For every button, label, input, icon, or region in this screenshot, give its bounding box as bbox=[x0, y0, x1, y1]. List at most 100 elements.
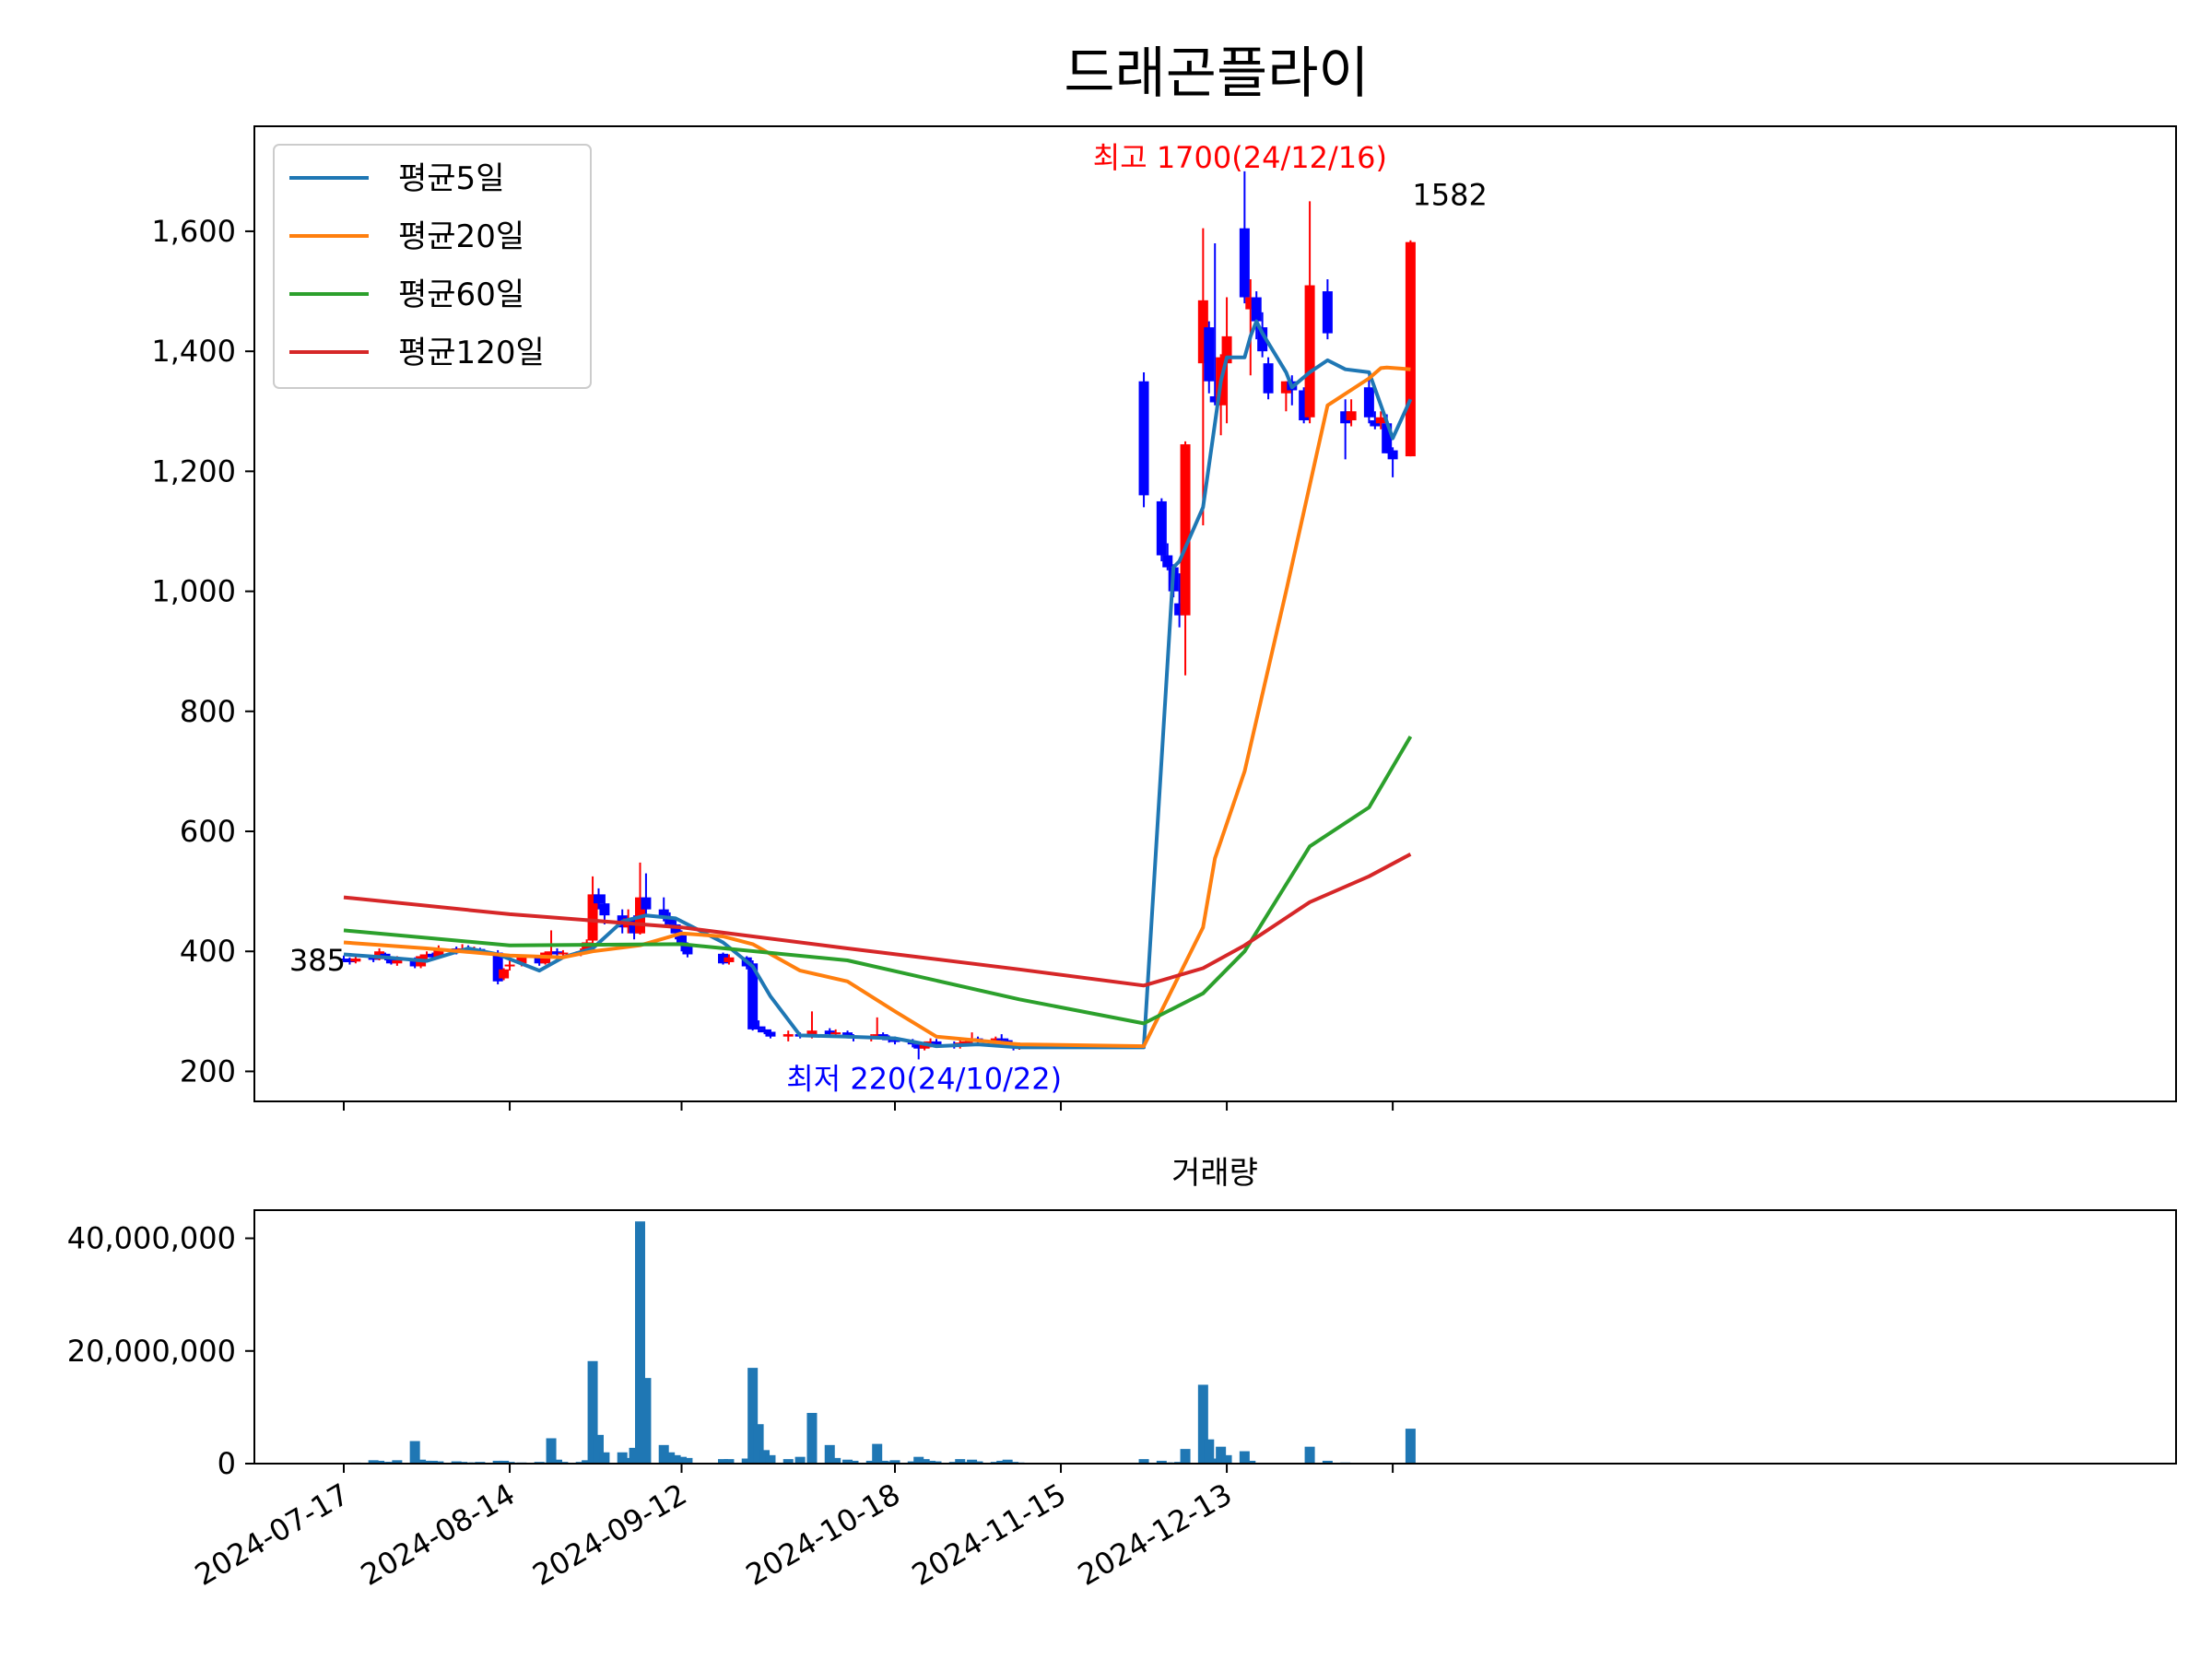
volume-bar bbox=[842, 1459, 853, 1464]
volume-bar bbox=[884, 1461, 895, 1464]
candle bbox=[1322, 279, 1333, 340]
volume-bar bbox=[955, 1459, 966, 1464]
legend-box bbox=[273, 144, 592, 389]
volume-bar bbox=[670, 1454, 681, 1464]
high-annotation: 최고 1700(24/12/16) bbox=[1093, 140, 1387, 175]
candle bbox=[499, 968, 510, 981]
price-plot-frame bbox=[253, 125, 2177, 1102]
series-line-ma60 bbox=[343, 735, 1413, 1026]
candle-body bbox=[842, 1032, 853, 1037]
candle-body bbox=[1370, 420, 1381, 427]
candle-body bbox=[682, 945, 693, 955]
legend-label-ma120: 평균120일 bbox=[398, 335, 545, 371]
candle bbox=[1280, 381, 1291, 412]
candle bbox=[593, 888, 604, 910]
candle-body bbox=[409, 959, 420, 967]
volume-bar bbox=[409, 1441, 420, 1464]
candle-body bbox=[641, 897, 652, 910]
volume-bar bbox=[1322, 1460, 1333, 1464]
candle bbox=[1197, 228, 1208, 525]
volume-bar bbox=[427, 1460, 438, 1464]
candle bbox=[759, 1026, 771, 1035]
end-price-label: 1582 bbox=[1412, 178, 1487, 213]
candle-body bbox=[1180, 444, 1191, 616]
start-price-label: 385 bbox=[289, 943, 346, 978]
volume-bar bbox=[1197, 1384, 1208, 1464]
volume-bar bbox=[587, 1360, 598, 1464]
volume-bar bbox=[967, 1459, 978, 1464]
volume-bar bbox=[1304, 1446, 1315, 1464]
candle bbox=[1263, 357, 1274, 400]
candle-body bbox=[1156, 500, 1167, 556]
volume-bar bbox=[368, 1460, 379, 1464]
candle-body bbox=[824, 1030, 835, 1035]
chart-title: 드래곤플라이 bbox=[1064, 41, 1369, 106]
candle-body bbox=[338, 959, 349, 961]
candle-body bbox=[830, 1032, 841, 1035]
candle-body bbox=[1257, 327, 1268, 352]
candle-body bbox=[1221, 335, 1232, 364]
legend-label-ma60: 평균60일 bbox=[398, 276, 524, 313]
candle bbox=[1239, 171, 1250, 304]
candle bbox=[344, 957, 355, 965]
candle-body bbox=[1299, 390, 1310, 421]
volume-bar bbox=[1216, 1446, 1227, 1464]
volume-bar bbox=[635, 1221, 645, 1464]
volume-bar bbox=[451, 1461, 462, 1464]
candle-body bbox=[782, 1034, 794, 1037]
candle-body bbox=[350, 959, 361, 962]
candle bbox=[1370, 411, 1381, 429]
volume-bar bbox=[759, 1450, 771, 1464]
volume-y-tick-label: 0 bbox=[218, 1446, 236, 1481]
candle-body bbox=[534, 957, 545, 964]
volume-bar bbox=[1245, 1460, 1256, 1464]
candle bbox=[1405, 240, 1416, 457]
volume-bar bbox=[747, 1368, 759, 1464]
candle-body bbox=[1382, 423, 1393, 453]
volume-bar bbox=[1405, 1429, 1416, 1464]
volume-bar bbox=[593, 1434, 604, 1464]
candle bbox=[1138, 371, 1149, 508]
volume-bar bbox=[416, 1459, 427, 1464]
candle-body bbox=[599, 903, 610, 916]
volume-bar bbox=[872, 1443, 883, 1464]
candle bbox=[913, 1042, 924, 1060]
candle-body bbox=[593, 894, 604, 904]
candle bbox=[872, 1017, 883, 1039]
volume-bar bbox=[907, 1461, 918, 1464]
price-y-tick-label: 1,200 bbox=[151, 453, 236, 488]
price-x-ticks bbox=[343, 1101, 1394, 1111]
volume-bar bbox=[582, 1460, 593, 1464]
candle-body bbox=[677, 935, 688, 946]
volume-bar bbox=[623, 1457, 634, 1464]
volume-bar bbox=[499, 1460, 510, 1464]
price-y-tick-label: 1,000 bbox=[151, 574, 236, 609]
candle bbox=[1375, 411, 1386, 429]
volume-bar bbox=[1209, 1458, 1220, 1464]
volume-bar bbox=[1138, 1459, 1149, 1464]
candle-body bbox=[1280, 381, 1291, 394]
candle bbox=[599, 894, 610, 924]
candle bbox=[1180, 441, 1191, 676]
volume-bar bbox=[824, 1444, 835, 1464]
candle-body bbox=[516, 957, 527, 964]
candle-body bbox=[665, 918, 676, 924]
volume-bar bbox=[913, 1456, 924, 1464]
volume-bar bbox=[996, 1460, 1007, 1464]
volume-y-axis: 0 20,000,000 40,000,000 bbox=[67, 1221, 254, 1481]
volume-bar bbox=[682, 1457, 693, 1464]
candle-body bbox=[421, 954, 432, 957]
candle-body bbox=[670, 924, 681, 934]
price-marks bbox=[338, 171, 1416, 1060]
candle bbox=[1363, 375, 1374, 424]
volume-bar bbox=[782, 1459, 794, 1464]
candle bbox=[718, 952, 729, 965]
volume-bar bbox=[865, 1460, 877, 1464]
candle bbox=[765, 1029, 776, 1039]
legend-entry-ma60: 평균60일 bbox=[289, 276, 524, 313]
candle-body bbox=[433, 947, 444, 958]
candle-body bbox=[806, 1030, 818, 1037]
candle-body bbox=[1340, 411, 1351, 424]
candle bbox=[724, 954, 735, 965]
candle-body bbox=[1162, 555, 1173, 568]
